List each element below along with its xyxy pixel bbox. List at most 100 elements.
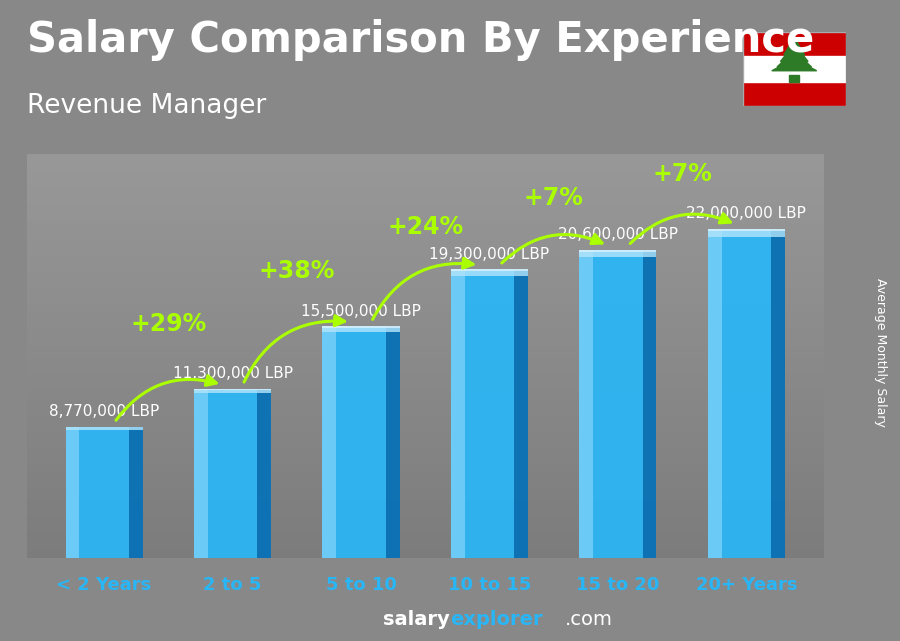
Bar bbox=[27, 337, 824, 342]
Text: +24%: +24% bbox=[387, 215, 464, 238]
Bar bbox=[27, 317, 824, 321]
Bar bbox=[27, 342, 824, 345]
Text: Revenue Manager: Revenue Manager bbox=[27, 93, 266, 119]
Bar bbox=[27, 174, 824, 178]
Bar bbox=[27, 219, 824, 223]
Bar bbox=[27, 190, 824, 195]
Bar bbox=[27, 187, 824, 190]
Bar bbox=[27, 435, 824, 439]
Text: 20+ Years: 20+ Years bbox=[696, 576, 797, 594]
Bar bbox=[27, 235, 824, 240]
Bar bbox=[27, 223, 824, 228]
Text: +7%: +7% bbox=[524, 187, 584, 210]
Polygon shape bbox=[772, 59, 816, 71]
Bar bbox=[322, 326, 400, 328]
Bar bbox=[27, 423, 824, 427]
Bar bbox=[580, 249, 656, 252]
Bar bbox=[27, 501, 824, 504]
Bar bbox=[708, 229, 785, 237]
Bar bbox=[27, 394, 824, 399]
Bar bbox=[27, 554, 824, 558]
Bar bbox=[27, 272, 824, 276]
Bar bbox=[27, 472, 824, 476]
Bar bbox=[742, 32, 846, 56]
Bar bbox=[27, 390, 824, 394]
Bar bbox=[66, 426, 142, 429]
Bar bbox=[27, 231, 824, 235]
Bar bbox=[451, 269, 528, 271]
Bar bbox=[27, 374, 824, 378]
Bar bbox=[27, 345, 824, 349]
Bar bbox=[27, 407, 824, 411]
Bar bbox=[27, 488, 824, 492]
Bar bbox=[194, 388, 271, 393]
Bar bbox=[27, 256, 824, 260]
Text: 22,000,000 LBP: 22,000,000 LBP bbox=[687, 206, 806, 221]
Bar bbox=[27, 203, 824, 207]
Bar bbox=[27, 427, 824, 431]
Text: < 2 Years: < 2 Years bbox=[57, 576, 152, 594]
Bar bbox=[27, 162, 824, 166]
Bar bbox=[27, 358, 824, 362]
Polygon shape bbox=[777, 51, 812, 67]
Bar bbox=[27, 537, 824, 542]
Bar bbox=[27, 301, 824, 304]
Bar bbox=[580, 249, 593, 558]
Text: 5 to 10: 5 to 10 bbox=[326, 576, 397, 594]
Text: 19,300,000 LBP: 19,300,000 LBP bbox=[429, 247, 550, 262]
Bar bbox=[771, 229, 785, 558]
Bar bbox=[27, 525, 824, 529]
Bar bbox=[27, 199, 824, 203]
Text: 15 to 20: 15 to 20 bbox=[576, 576, 660, 594]
Bar bbox=[27, 244, 824, 247]
Bar bbox=[27, 529, 824, 533]
Text: 20,600,000 LBP: 20,600,000 LBP bbox=[558, 228, 678, 242]
Bar bbox=[27, 452, 824, 456]
Bar bbox=[27, 399, 824, 403]
FancyBboxPatch shape bbox=[194, 388, 271, 558]
Bar bbox=[789, 75, 799, 82]
Bar bbox=[27, 309, 824, 313]
Bar bbox=[27, 288, 824, 292]
Bar bbox=[27, 415, 824, 419]
Bar bbox=[27, 517, 824, 521]
Bar bbox=[194, 388, 208, 558]
Bar bbox=[514, 269, 528, 558]
Bar bbox=[27, 509, 824, 513]
Bar bbox=[27, 228, 824, 231]
Text: 15,500,000 LBP: 15,500,000 LBP bbox=[302, 304, 421, 319]
Bar bbox=[742, 56, 846, 82]
Text: explorer: explorer bbox=[450, 610, 543, 629]
Bar bbox=[386, 326, 400, 558]
FancyBboxPatch shape bbox=[580, 249, 656, 558]
Polygon shape bbox=[780, 44, 808, 62]
Text: Average Monthly Salary: Average Monthly Salary bbox=[874, 278, 886, 427]
Bar bbox=[129, 426, 142, 558]
Bar bbox=[27, 533, 824, 537]
Bar bbox=[27, 464, 824, 468]
Polygon shape bbox=[784, 38, 805, 55]
FancyBboxPatch shape bbox=[451, 269, 528, 558]
Bar bbox=[27, 492, 824, 497]
Bar bbox=[27, 521, 824, 525]
Bar bbox=[66, 426, 142, 428]
Bar bbox=[27, 183, 824, 187]
Bar bbox=[27, 321, 824, 325]
Bar bbox=[27, 411, 824, 415]
Bar bbox=[27, 297, 824, 301]
Bar bbox=[27, 456, 824, 460]
Bar bbox=[451, 269, 528, 276]
Bar bbox=[27, 325, 824, 329]
Bar bbox=[27, 444, 824, 447]
Bar bbox=[27, 166, 824, 170]
Bar bbox=[27, 207, 824, 211]
Bar bbox=[322, 326, 337, 558]
Bar bbox=[27, 480, 824, 484]
Bar bbox=[580, 249, 656, 257]
Bar bbox=[27, 484, 824, 488]
Bar bbox=[27, 382, 824, 387]
Bar bbox=[257, 388, 271, 558]
Bar bbox=[27, 264, 824, 268]
Bar bbox=[451, 269, 464, 558]
Text: +38%: +38% bbox=[258, 259, 335, 283]
